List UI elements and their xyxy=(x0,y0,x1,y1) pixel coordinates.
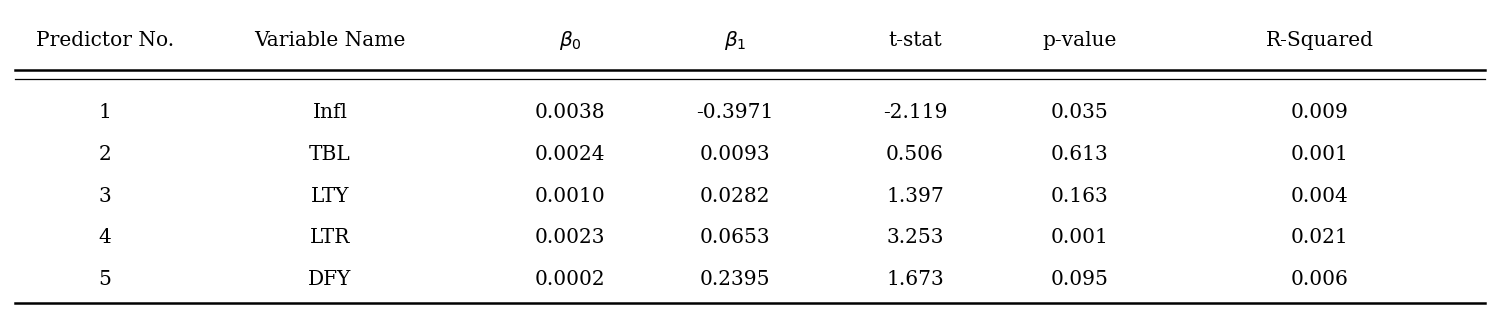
Text: 0.004: 0.004 xyxy=(1292,187,1348,206)
Text: 0.0002: 0.0002 xyxy=(534,270,606,289)
Text: -0.3971: -0.3971 xyxy=(696,103,774,122)
Text: 0.006: 0.006 xyxy=(1292,270,1348,289)
Text: 1: 1 xyxy=(99,103,111,122)
Text: 0.001: 0.001 xyxy=(1292,145,1348,164)
Text: 0.613: 0.613 xyxy=(1052,145,1108,164)
Text: 0.001: 0.001 xyxy=(1052,228,1108,248)
Text: 0.0010: 0.0010 xyxy=(534,187,606,206)
Text: $\beta_1$: $\beta_1$ xyxy=(724,29,746,52)
Text: R-Squared: R-Squared xyxy=(1266,31,1374,50)
Text: 0.0653: 0.0653 xyxy=(699,228,771,248)
Text: 0.095: 0.095 xyxy=(1052,270,1108,289)
Text: 1.673: 1.673 xyxy=(886,270,944,289)
Text: Predictor No.: Predictor No. xyxy=(36,31,174,50)
Text: $\beta_0$: $\beta_0$ xyxy=(558,29,582,52)
Text: 3.253: 3.253 xyxy=(886,228,944,248)
Text: DFY: DFY xyxy=(309,270,351,289)
Text: p-value: p-value xyxy=(1042,31,1118,50)
Text: Variable Name: Variable Name xyxy=(255,31,405,50)
Text: 1.397: 1.397 xyxy=(886,187,944,206)
Text: 5: 5 xyxy=(99,270,111,289)
Text: 4: 4 xyxy=(99,228,111,248)
Text: TBL: TBL xyxy=(309,145,351,164)
Text: 0.0023: 0.0023 xyxy=(534,228,604,248)
Text: 0.163: 0.163 xyxy=(1052,187,1108,206)
Text: LTR: LTR xyxy=(310,228,350,248)
Text: t-stat: t-stat xyxy=(888,31,942,50)
Text: 0.2395: 0.2395 xyxy=(699,270,771,289)
Text: Infl: Infl xyxy=(312,103,348,122)
Text: 2: 2 xyxy=(99,145,111,164)
Text: 0.021: 0.021 xyxy=(1292,228,1348,248)
Text: 3: 3 xyxy=(99,187,111,206)
Text: 0.0038: 0.0038 xyxy=(534,103,606,122)
Text: 0.009: 0.009 xyxy=(1292,103,1348,122)
Text: 0.506: 0.506 xyxy=(886,145,944,164)
Text: 0.0282: 0.0282 xyxy=(699,187,771,206)
Text: 0.035: 0.035 xyxy=(1052,103,1108,122)
Text: -2.119: -2.119 xyxy=(882,103,948,122)
Text: LTY: LTY xyxy=(310,187,350,206)
Text: 0.0093: 0.0093 xyxy=(699,145,771,164)
Text: 0.0024: 0.0024 xyxy=(534,145,604,164)
